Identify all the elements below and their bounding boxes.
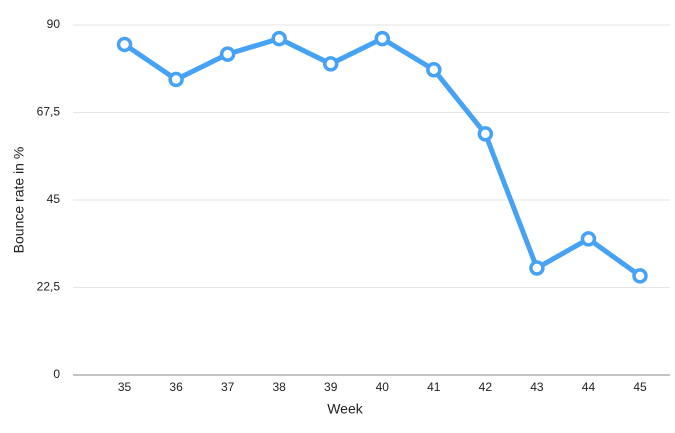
y-tick-label: 0 [53,367,60,381]
x-tick-label: 44 [582,380,596,394]
point [374,30,391,47]
point [322,56,339,72]
y-tick-label: 45 [47,192,61,206]
point [426,61,442,78]
point [219,46,236,62]
x-tick-label: 37 [221,380,235,394]
x-tick-label: 42 [479,380,493,394]
point [477,126,494,142]
x-tick-label: 45 [633,380,647,394]
point [632,268,648,284]
point [168,71,184,88]
x-tick-label: 41 [427,380,441,394]
x-axis-label: Week [327,401,364,417]
point [580,231,597,247]
series-line [123,36,642,278]
x-tick-label: 43 [530,380,544,394]
x-tick-label: 39 [324,380,338,394]
y-tick-label: 90 [47,17,61,31]
point [271,30,287,47]
point [116,36,133,53]
x-tick-label: 38 [273,380,287,394]
x-tick-label: 35 [118,380,132,394]
x-tick-label: 36 [169,380,183,394]
point [529,260,545,276]
y-axis-label: Bounce rate in % [11,147,27,254]
y-tick-label: 22,5 [37,280,61,294]
x-tick-label: 40 [376,380,390,394]
y-tick-label: 67,5 [37,105,61,119]
